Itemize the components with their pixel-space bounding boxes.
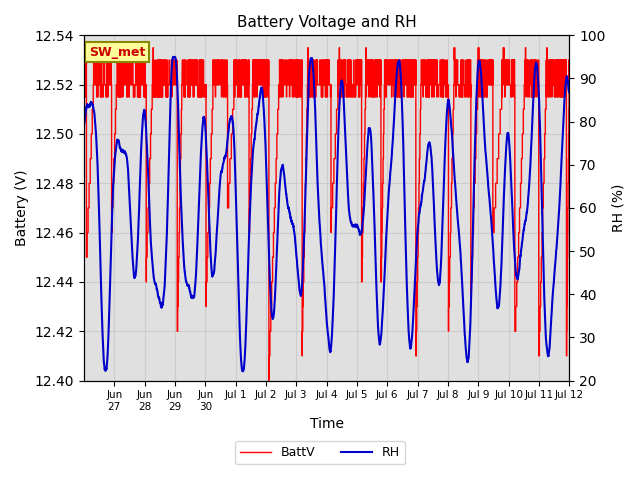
BattV (404, 94, 412, 100)
BattV (164, 94, 172, 100)
Title: Battery Voltage and RH: Battery Voltage and RH (237, 15, 417, 30)
RH (453, 207, 461, 213)
Text: SW_met: SW_met (89, 46, 145, 59)
RH (170, 54, 177, 60)
RH (80, 121, 88, 127)
Legend: BattV, RH: BattV, RH (235, 441, 405, 464)
RH (394, 60, 402, 66)
BattV (453, 82, 461, 87)
BattV (80, 82, 88, 87)
BattV (90, 45, 98, 50)
RH (460, 322, 468, 328)
BattV (439, 57, 447, 63)
RH (439, 211, 447, 217)
BattV (394, 82, 402, 87)
Line: BattV: BattV (84, 48, 570, 381)
X-axis label: Time: Time (310, 418, 344, 432)
BattV (566, 57, 573, 63)
Line: RH: RH (84, 57, 570, 371)
RH (404, 311, 412, 317)
BattV (265, 378, 273, 384)
Y-axis label: RH (%): RH (%) (611, 184, 625, 232)
RH (566, 90, 573, 96)
RH (239, 368, 247, 374)
BattV (460, 82, 468, 87)
RH (164, 210, 172, 216)
Y-axis label: Battery (V): Battery (V) (15, 169, 29, 246)
